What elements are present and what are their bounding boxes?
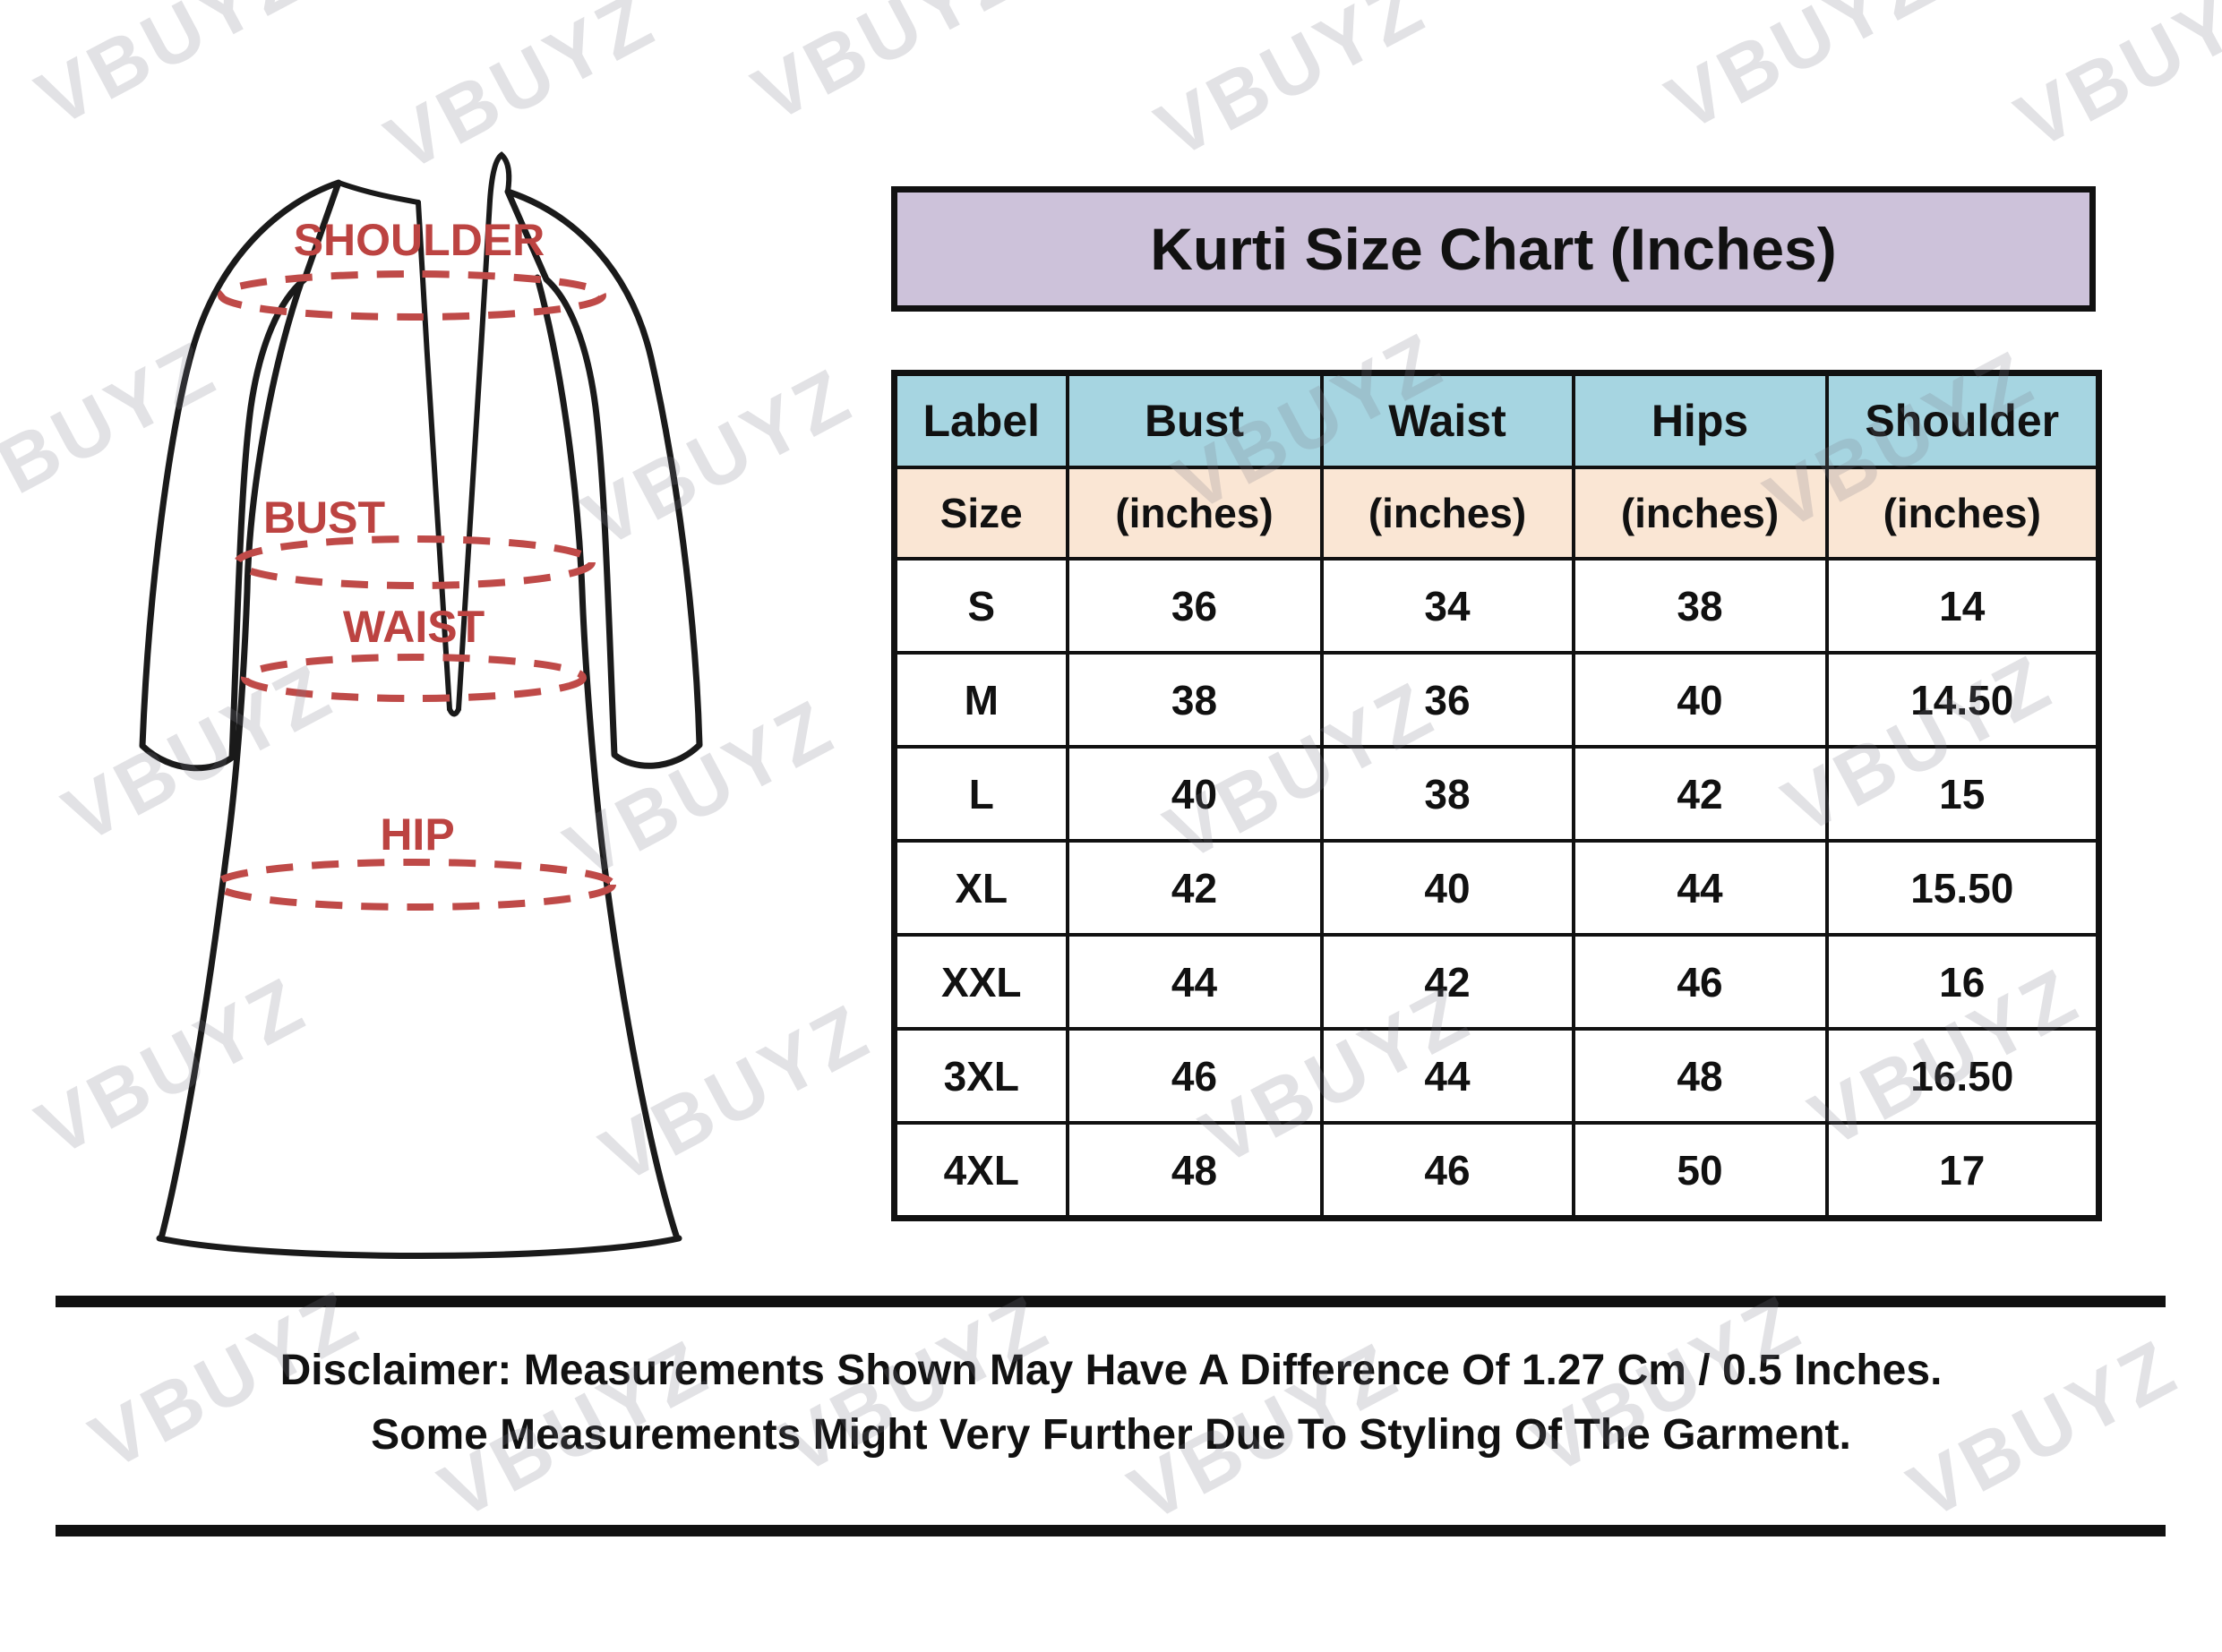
disclaimer-line-2: Some Measurements Might Very Further Due… — [371, 1411, 1851, 1459]
bust-cell: 36 — [1065, 557, 1324, 655]
size-cell: 4XL — [892, 1121, 1069, 1220]
bust-cell: 46 — [1065, 1027, 1324, 1125]
bust-cell: 42 — [1065, 839, 1324, 937]
size-cell: M — [892, 651, 1069, 749]
col-header-label: Label — [892, 371, 1069, 469]
bust-dashed-line — [234, 535, 596, 589]
bust-label: BUST — [263, 492, 385, 543]
bust-cell: 48 — [1065, 1121, 1324, 1220]
col-header-bust: Bust — [1065, 371, 1324, 469]
table-row-m: M 38 36 40 14.50 — [892, 651, 2101, 749]
shoulder-cell: 16.50 — [1824, 1027, 2101, 1125]
disclaimer-line-1: Disclaimer: Measurements Shown May Have … — [279, 1347, 1943, 1394]
subheader-bust-units: (inches) — [1065, 466, 1324, 561]
col-header-shoulder: Shoulder — [1824, 371, 2101, 469]
watermark: VBUYZ — [22, 0, 321, 144]
size-cell: XXL — [892, 933, 1069, 1031]
shoulder-label: SHOULDER — [294, 215, 545, 265]
shoulder-dashed-line — [218, 270, 606, 321]
size-cell: L — [892, 745, 1069, 843]
hips-cell: 38 — [1571, 557, 1829, 655]
title-box: Kurti Size Chart (Inches) — [891, 186, 2096, 312]
subheader-shoulder-units: (inches) — [1824, 466, 2101, 561]
size-chart-table: Label Bust Waist Hips Shoulder Size (inc… — [891, 370, 2102, 1221]
waist-label: WAIST — [343, 602, 485, 652]
waist-cell: 34 — [1319, 557, 1575, 655]
page-title: Kurti Size Chart (Inches) — [1150, 216, 1837, 282]
table-row-xl: XL 42 40 44 15.50 — [892, 839, 2101, 937]
waist-cell: 38 — [1319, 745, 1575, 843]
size-cell: 3XL — [892, 1027, 1069, 1125]
hips-cell: 40 — [1571, 651, 1829, 749]
subheader-size: Size — [892, 466, 1069, 561]
divider-bottom — [56, 1525, 2166, 1536]
hips-cell: 48 — [1571, 1027, 1829, 1125]
size-cell: S — [892, 557, 1069, 655]
watermark: VBUYZ — [739, 0, 1037, 140]
waist-cell: 44 — [1319, 1027, 1575, 1125]
watermark: VBUYZ — [1652, 0, 1951, 149]
table-row-4xl: 4XL 48 46 50 17 — [892, 1121, 2101, 1220]
shoulder-cell: 17 — [1824, 1121, 2101, 1220]
table-row-xxl: XXL 44 42 46 16 — [892, 933, 2101, 1031]
shoulder-cell: 14.50 — [1824, 651, 2101, 749]
shoulder-cell: 15.50 — [1824, 839, 2101, 937]
header-row: Label Bust Waist Hips Shoulder — [892, 371, 2101, 469]
hip-label: HIP — [380, 809, 454, 860]
shoulder-cell: 15 — [1824, 745, 2101, 843]
size-cell: XL — [892, 839, 1069, 937]
col-header-waist: Waist — [1319, 371, 1575, 469]
measurement-dashed-lines — [213, 270, 616, 911]
waist-cell: 36 — [1319, 651, 1575, 749]
divider-top — [56, 1296, 2166, 1307]
waist-cell: 40 — [1319, 839, 1575, 937]
col-header-hips: Hips — [1571, 371, 1829, 469]
kurti-sleeves — [139, 179, 703, 772]
table-row-s: S 36 34 38 14 — [892, 557, 2101, 655]
waist-dashed-line — [241, 654, 587, 702]
bust-cell: 44 — [1065, 933, 1324, 1031]
table-row-l: L 40 38 42 15 — [892, 745, 2101, 843]
subheader-hips-units: (inches) — [1571, 466, 1829, 561]
subheader-row: Size (inches) (inches) (inches) (inches) — [892, 466, 2101, 561]
waist-cell: 42 — [1319, 933, 1575, 1031]
kurti-measurement-diagram: SHOULDER BUST WAIST HIP — [139, 151, 703, 1259]
shoulder-cell: 14 — [1824, 557, 2101, 655]
subheader-waist-units: (inches) — [1319, 466, 1575, 561]
bust-cell: 38 — [1065, 651, 1324, 749]
waist-cell: 46 — [1319, 1121, 1575, 1220]
table-row-3xl: 3XL 46 44 48 16.50 — [892, 1027, 2101, 1125]
shoulder-cell: 16 — [1824, 933, 2101, 1031]
bust-cell: 40 — [1065, 745, 1324, 843]
hips-cell: 46 — [1571, 933, 1829, 1031]
kurti-body-outline — [156, 274, 682, 1259]
hips-cell: 50 — [1571, 1121, 1829, 1220]
watermark: VBUYZ — [2002, 0, 2222, 167]
hip-dashed-line — [213, 859, 616, 911]
watermark: VBUYZ — [1142, 0, 1440, 175]
hips-cell: 44 — [1571, 839, 1829, 937]
hips-cell: 42 — [1571, 745, 1829, 843]
